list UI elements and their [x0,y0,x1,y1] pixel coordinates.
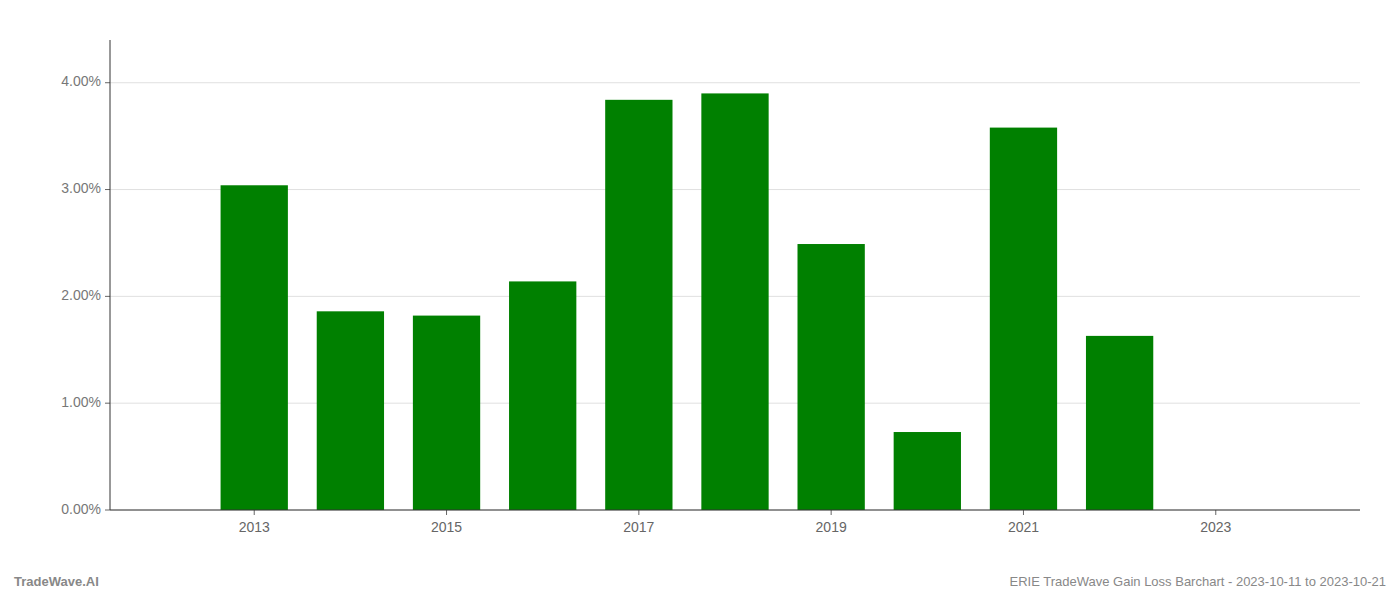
bar [990,128,1057,510]
tick-mark [105,189,110,190]
tick-mark [1023,510,1024,515]
bar [509,281,576,510]
y-grid [110,83,1360,510]
tick-mark [105,82,110,83]
tick-mark [638,510,639,515]
footer-right: ERIE TradeWave Gain Loss Barchart - 2023… [1010,574,1386,589]
tick-label: 2019 [816,519,847,535]
bar [701,93,768,510]
x-axis: 2013 2015 2017 2019 2021 2023 [239,510,1232,535]
tick-mark [446,510,447,515]
tick-label: 4.00% [61,73,101,89]
bar [798,244,865,510]
footer-left: TradeWave.AI [14,574,99,589]
x-axis-line [110,510,1360,511]
tick-label: 2013 [239,519,270,535]
tick-label: 0.00% [61,501,101,517]
bar [894,432,961,510]
tick-label: 2.00% [61,287,101,303]
grid-line [110,82,1360,83]
tick-label: 1.00% [61,394,101,410]
tick-mark [254,510,255,515]
bar [413,316,480,510]
y-axis-line [110,40,111,510]
chart-svg: 0.00%1.00%2.00%3.00%4.00%201320152017201… [0,0,1400,600]
tick-label: 2017 [623,519,654,535]
y-axis: 0.00% 1.00% 2.00% 3.00% 4.00% [61,73,110,516]
tick-mark [831,510,832,515]
bar [605,100,672,510]
tick-mark [105,403,110,404]
tick-label: 2023 [1200,519,1231,535]
tick-label: 2021 [1008,519,1039,535]
bar [317,311,384,510]
bar [221,185,288,510]
bar [1086,336,1153,510]
chart-container: 0.00%1.00%2.00%3.00%4.00%201320152017201… [0,0,1400,600]
grid-line [110,510,1360,511]
bars [221,93,1154,510]
tick-mark [1215,510,1216,515]
tick-label: 2015 [431,519,462,535]
tick-mark [105,510,110,511]
tick-label: 3.00% [61,180,101,196]
tick-mark [105,296,110,297]
